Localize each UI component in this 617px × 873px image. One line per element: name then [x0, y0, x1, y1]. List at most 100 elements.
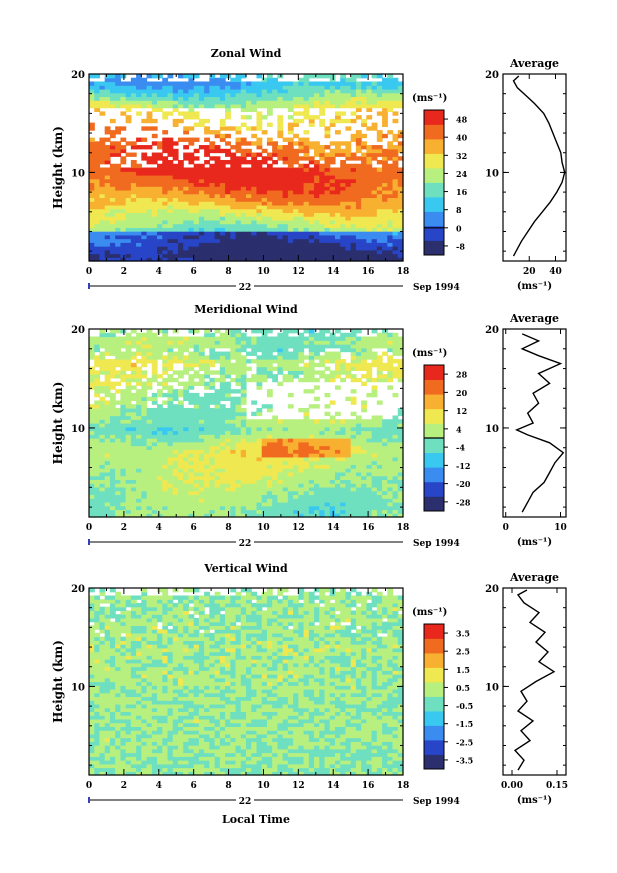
- heatmap-cell: [298, 423, 305, 428]
- heatmap-cell: [157, 471, 163, 477]
- heatmap-cell: [361, 88, 367, 94]
- heatmap-cell: [293, 204, 299, 210]
- heatmap-cell: [355, 227, 362, 232]
- heatmap-cell: [324, 460, 331, 465]
- heatmap-cell: [89, 167, 95, 172]
- heatmap-cell: [376, 246, 383, 251]
- heatmap-cell: [287, 156, 294, 161]
- heatmap-cell: [209, 344, 216, 349]
- heatmap-cell: [115, 96, 121, 101]
- heatmap-cell: [225, 415, 231, 420]
- heatmap-cell: [329, 189, 336, 195]
- heatmap-cell: [256, 204, 263, 210]
- heatmap-cell: [136, 509, 142, 514]
- heatmap-cell: [198, 223, 205, 228]
- heatmap-cell: [287, 426, 294, 432]
- heatmap-cell: [277, 212, 284, 217]
- heatmap-cell: [287, 419, 294, 424]
- heatmap-cell: [230, 227, 237, 232]
- heatmap-cell: [230, 201, 237, 206]
- heatmap-cell: [303, 501, 310, 507]
- heatmap-cell: [272, 340, 278, 345]
- heatmap-cell: [382, 77, 388, 83]
- heatmap-cell: [109, 366, 116, 371]
- heatmap-cell: [382, 430, 388, 435]
- heatmap-cell: [214, 85, 221, 90]
- heatmap-cell: [94, 460, 101, 465]
- heatmap-cell: [256, 498, 263, 503]
- heatmap-cell: [314, 426, 320, 432]
- heatmap-cell: [167, 434, 174, 439]
- heatmap-cell: [141, 347, 148, 353]
- heatmap-cell: [183, 115, 190, 120]
- heatmap-cell: [256, 471, 263, 477]
- heatmap-cell: [130, 355, 137, 360]
- heatmap-cell: [219, 456, 226, 462]
- heatmap-cell: [282, 92, 289, 98]
- heatmap-cell: [130, 212, 137, 217]
- heatmap-cell: [355, 347, 362, 353]
- heatmap-cell: [371, 208, 378, 213]
- heatmap-cell: [355, 167, 362, 172]
- heatmap-cell: [125, 449, 132, 454]
- heatmap-cell: [256, 475, 263, 480]
- heatmap-cell: [225, 396, 231, 402]
- heatmap-cell: [214, 407, 221, 413]
- heatmap-cell: [225, 74, 231, 79]
- heatmap-cell: [361, 208, 367, 213]
- heatmap-cell: [329, 246, 336, 251]
- heatmap-cell: [109, 494, 116, 499]
- heatmap-cell: [94, 227, 101, 232]
- heatmap-cell: [225, 171, 231, 176]
- heatmap-cell: [324, 103, 331, 109]
- heatmap-cell: [266, 340, 273, 345]
- heatmap-cell: [392, 344, 399, 349]
- heatmap-cell: [136, 336, 142, 341]
- heatmap-cell: [188, 464, 195, 469]
- heatmap-cell: [167, 486, 174, 492]
- heatmap-cell: [209, 141, 216, 146]
- heatmap-cell: [230, 171, 237, 176]
- heatmap-cell: [193, 85, 200, 90]
- heatmap-cell: [214, 234, 221, 240]
- heatmap-cell: [99, 174, 106, 180]
- heatmap-cell: [345, 253, 352, 258]
- heatmap-cell: [308, 212, 315, 217]
- heatmap-cell: [293, 471, 299, 477]
- heatmap-cell: [104, 460, 111, 465]
- colorbar-tick-label: 0: [456, 223, 462, 233]
- heatmap-cell: [382, 197, 388, 202]
- heatmap-cell: [99, 381, 106, 386]
- heatmap-cell: [151, 227, 158, 232]
- heatmap-cell: [94, 471, 101, 477]
- heatmap-cell: [198, 494, 205, 499]
- heatmap-cell: [162, 145, 169, 150]
- heatmap-cell: [246, 171, 252, 176]
- heatmap-cell: [392, 445, 399, 450]
- heatmap-cell: [266, 111, 273, 116]
- heatmap-cell: [115, 445, 121, 450]
- heatmap-cell: [193, 426, 200, 432]
- heatmap-cell: [235, 423, 242, 428]
- heatmap-cell: [141, 197, 148, 202]
- heatmap-cell: [272, 377, 278, 383]
- heatmap-cell: [256, 103, 263, 109]
- heatmap-cell: [266, 445, 273, 450]
- heatmap-cell: [99, 407, 106, 413]
- heatmap-cell: [214, 96, 221, 101]
- heatmap-cell: [115, 223, 121, 228]
- heatmap-cell: [219, 486, 226, 492]
- heatmap-cell: [293, 219, 299, 225]
- heatmap-cell: [340, 227, 347, 232]
- heatmap-cell: [219, 133, 226, 139]
- heatmap-cell: [266, 464, 273, 469]
- heatmap-cell: [355, 193, 362, 199]
- heatmap-cell: [209, 483, 216, 488]
- heatmap-cell: [355, 212, 362, 217]
- heatmap-cell: [204, 355, 210, 360]
- heatmap-cell: [392, 257, 399, 262]
- heatmap-cell: [188, 483, 195, 488]
- heatmap-cell: [130, 366, 137, 371]
- heatmap-cell: [376, 483, 383, 488]
- heatmap-cell: [298, 238, 305, 243]
